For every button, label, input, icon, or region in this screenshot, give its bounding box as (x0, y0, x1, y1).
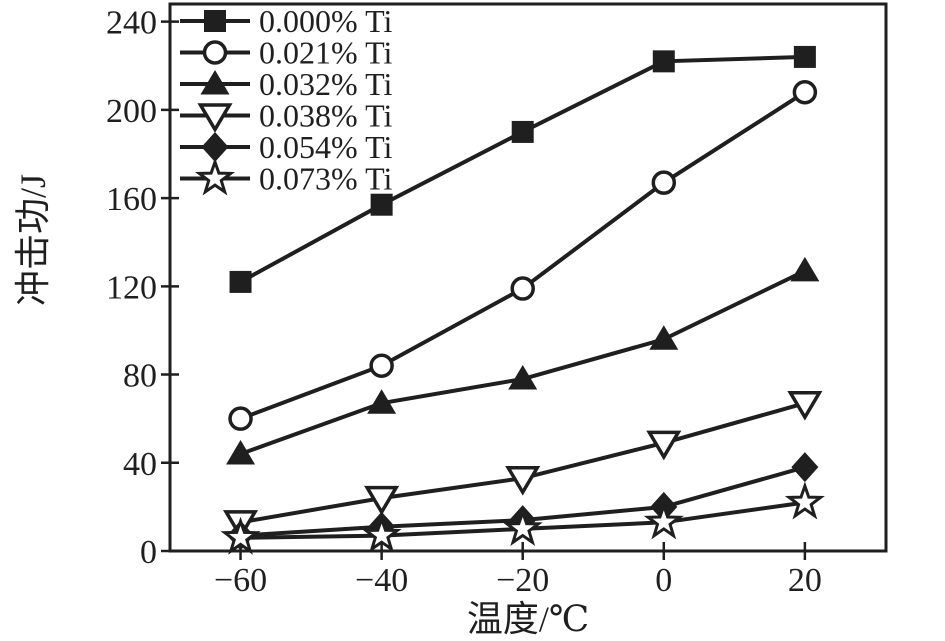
open-circle-marker (510, 276, 535, 301)
y-tick-label: 80 (123, 358, 157, 395)
filled-square-marker (793, 45, 816, 68)
legend-item: 0.032% Ti (180, 66, 393, 102)
y-tick-label: 160 (106, 181, 157, 218)
x-tick-label: −60 (214, 562, 267, 599)
filled-diamond-marker (791, 452, 819, 483)
x-axis-title: 温度/℃ (466, 599, 590, 639)
filled-diamond-marker (201, 132, 229, 162)
legend-label: 0.073% Ti (259, 161, 393, 197)
y-axis: 0 40 80 120 160 200 240 (106, 5, 179, 571)
series-line (240, 401, 806, 525)
filled-square-marker (511, 120, 534, 143)
y-tick-label: 240 (106, 5, 157, 42)
legend-item: 0.000% Ti (180, 3, 393, 39)
open-star-marker (643, 501, 684, 540)
filled-triangle-up-marker (200, 70, 230, 95)
legend-label: 0.054% Ti (259, 129, 393, 165)
open-triangle-down-marker (787, 390, 823, 421)
y-tick-label: 0 (140, 534, 157, 571)
x-tick-label: −20 (496, 562, 549, 599)
open-star-marker (502, 507, 543, 546)
open-star-marker (194, 157, 236, 196)
legend-label: 0.038% Ti (259, 98, 393, 134)
series-markers (220, 45, 825, 555)
open-triangle-down-marker (364, 485, 400, 516)
x-tick-label: −40 (355, 562, 408, 599)
x-tick-label: 0 (655, 562, 672, 599)
open-star-marker (220, 516, 261, 555)
filled-triangle-up-marker (367, 389, 397, 414)
y-tick-label: 40 (123, 446, 157, 483)
legend-item: 0.038% Ti (180, 98, 393, 134)
y-axis-title: 冲击功/J (13, 173, 53, 307)
legend-item: 0.073% Ti (180, 157, 393, 197)
x-axis: −60 −40 −20 0 20 (214, 542, 822, 599)
filled-triangle-up-marker (508, 364, 538, 390)
plot-frame (168, 2, 888, 553)
open-triangle-down-marker (197, 103, 233, 133)
filled-triangle-up-marker (226, 439, 256, 465)
open-circle-marker (228, 406, 253, 431)
open-triangle-down-marker (646, 430, 682, 461)
legend-label: 0.000% Ti (259, 3, 393, 39)
legend-label: 0.021% Ti (259, 35, 393, 71)
open-circle-marker (792, 79, 818, 105)
filled-square-marker (370, 193, 393, 216)
filled-triangle-up-marker (790, 256, 820, 282)
legend-item: 0.021% Ti (180, 35, 393, 71)
y-tick-label: 120 (106, 269, 157, 306)
x-tick-label: 20 (788, 562, 822, 599)
filled-square-marker (229, 270, 252, 293)
open-star-marker (784, 481, 825, 520)
open-triangle-down-marker (505, 465, 541, 496)
filled-square-marker (652, 50, 675, 73)
open-circle-marker (369, 353, 394, 378)
legend-label: 0.032% Ti (259, 66, 393, 102)
open-circle-marker (202, 40, 228, 65)
y-tick-label: 200 (106, 93, 157, 130)
open-circle-marker (651, 170, 677, 195)
open-star-marker (361, 514, 402, 553)
filled-square-marker (204, 10, 226, 32)
legend: 0.000% Ti0.021% Ti0.032% Ti0.038% Ti0.05… (180, 3, 393, 197)
filled-triangle-up-marker (649, 325, 679, 350)
legend-item: 0.054% Ti (180, 129, 393, 165)
